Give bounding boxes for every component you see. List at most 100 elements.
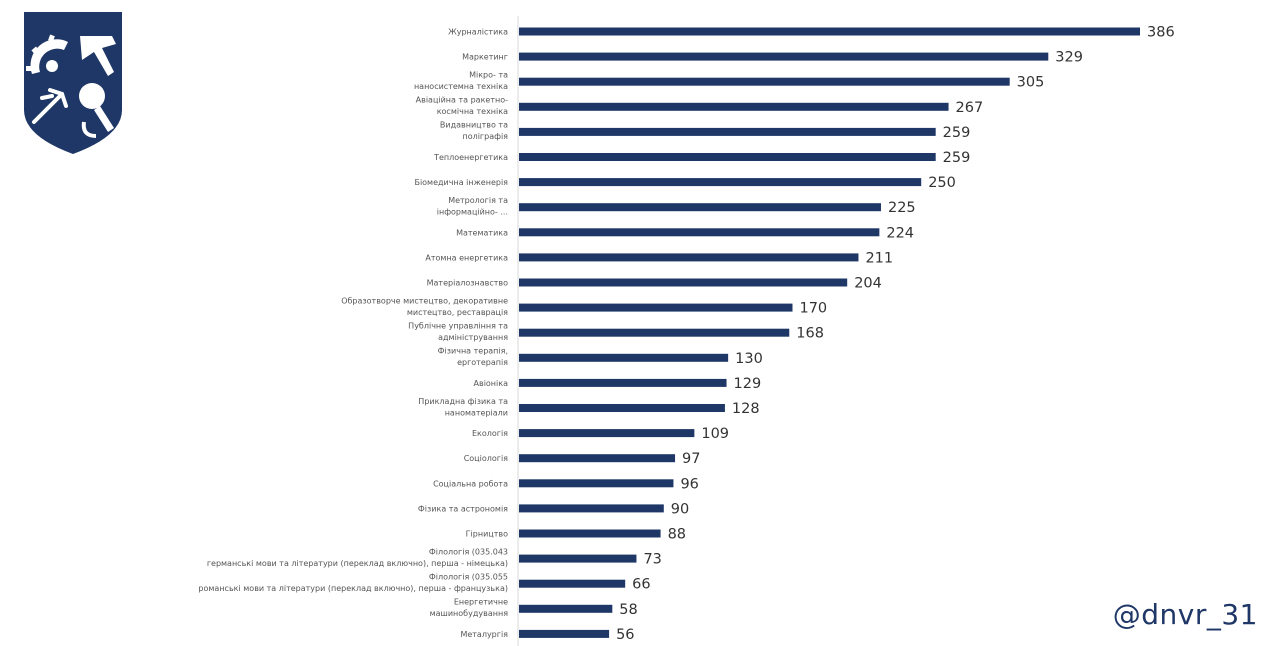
bar-16 <box>519 429 695 438</box>
category-label-4: Видавництво та поліграфія <box>440 121 508 141</box>
bar-3 <box>519 102 949 111</box>
bar-0 <box>519 27 1140 36</box>
data-label-1: 329 <box>1055 50 1083 66</box>
bar-15 <box>519 404 725 412</box>
bar-12 <box>519 328 790 337</box>
axe-icon <box>80 36 116 76</box>
category-label-line: Атомна енергетика <box>425 253 508 262</box>
bar-7 <box>519 203 881 212</box>
category-label-24: Металургія <box>460 630 508 639</box>
data-label-24: 56 <box>616 627 634 643</box>
category-label-line: Образотворче мистецтво, декоративне <box>341 296 508 305</box>
category-label-line: поліграфія <box>462 132 508 141</box>
category-label-line: наноматеріали <box>445 408 508 417</box>
category-label-line: Філологія (035.043 <box>429 547 508 556</box>
data-label-14: 129 <box>734 376 762 392</box>
category-label-3: Авіаційна та ракетно-космічна техніка <box>416 96 508 117</box>
category-label-line: Математика <box>456 228 508 237</box>
category-label-line: Авіаційна та ракетно- <box>416 96 508 105</box>
category-label-line: Видавництво та <box>440 121 508 130</box>
category-label-line: Філологія (035.055 <box>429 572 508 581</box>
data-label-21: 73 <box>643 552 661 568</box>
bar-14 <box>519 378 727 387</box>
bar-18 <box>519 479 674 488</box>
category-label-line: германські мови та літератури (переклад … <box>207 559 508 568</box>
bar-17 <box>519 454 676 463</box>
category-label-line: Публічне управління та <box>408 321 508 330</box>
bar-8 <box>519 228 880 237</box>
category-label-line: Маркетинг <box>462 53 508 62</box>
bar-20 <box>519 529 661 538</box>
category-label-line: ерготерапія <box>457 358 508 367</box>
category-label-18: Соціальна робота <box>433 479 508 488</box>
category-label-line: Прикладна фізика та <box>418 397 508 406</box>
category-label-13: Фізична терапія, ерготерапія <box>438 347 509 368</box>
category-label-1: Маркетинг <box>462 53 508 62</box>
category-label-20: Гірництво <box>466 530 508 539</box>
bar-21 <box>519 554 637 563</box>
data-label-16: 109 <box>701 426 729 442</box>
category-label-0: Журналістика <box>448 28 508 37</box>
category-label-line: Соціальна робота <box>433 479 508 488</box>
data-label-13: 130 <box>735 351 763 367</box>
bar-19 <box>519 504 664 513</box>
bar-1 <box>519 52 1049 61</box>
category-label-line: Гірництво <box>466 530 508 539</box>
category-label-6: Біомедична інженерія <box>414 178 508 187</box>
watermark-handle: @dnvr_31 <box>1112 598 1258 631</box>
category-label-23: Енергетичне машинобудування <box>430 598 509 619</box>
bar-23 <box>519 604 613 613</box>
gear-icon <box>26 34 69 74</box>
category-label-line: Фізична терапія, <box>438 347 508 356</box>
data-label-23: 58 <box>619 602 637 618</box>
data-label-9: 211 <box>865 250 893 266</box>
data-label-5: 259 <box>943 150 971 166</box>
category-label-line: Теплоенергетика <box>433 153 508 162</box>
bar-11 <box>519 303 793 312</box>
data-label-20: 88 <box>668 527 686 543</box>
category-label-22: Філологія (035.055 романські мови та літе… <box>198 572 508 593</box>
category-label-line: Екологія <box>472 429 508 438</box>
data-label-4: 259 <box>943 125 971 141</box>
bar-5 <box>519 153 936 161</box>
category-label-15: Прикладна фізика та наноматеріали <box>418 397 508 418</box>
category-label-5: Теплоенергетика <box>433 153 508 162</box>
category-label-line: Фізика та астрономія <box>418 504 508 513</box>
data-label-18: 96 <box>680 476 698 492</box>
bar-24 <box>519 629 610 638</box>
category-label-7: Метрологія та інформаційно- ... <box>437 196 508 217</box>
category-label-19: Фізика та астрономія <box>418 504 508 513</box>
bar-9 <box>519 253 859 262</box>
category-label-line: машинобудування <box>430 609 509 618</box>
category-label-14: Авіоніка <box>474 379 509 388</box>
category-label-line: Біомедична інженерія <box>414 178 508 187</box>
data-label-15: 128 <box>732 401 760 417</box>
bar-4 <box>519 127 936 136</box>
category-label-17: Соціологія <box>464 454 508 463</box>
category-label-9: Атомна енергетика <box>425 253 508 262</box>
category-label-line: романські мови та літератури (переклад в… <box>198 584 508 593</box>
data-label-19: 90 <box>671 501 689 517</box>
bar-10 <box>519 278 848 287</box>
category-label-10: Матеріалознавство <box>427 279 508 288</box>
bar-6 <box>519 178 922 187</box>
data-label-10: 204 <box>854 276 882 292</box>
category-label-line: Металургія <box>460 630 508 639</box>
data-label-17: 97 <box>682 451 700 467</box>
category-label-line: Авіоніка <box>474 379 509 388</box>
category-label-line: Енергетичне <box>454 598 508 607</box>
data-label-7: 225 <box>888 200 916 216</box>
data-label-22: 66 <box>632 577 650 593</box>
category-label-line: Соціологія <box>464 454 508 463</box>
category-label-line: адміністрування <box>438 333 508 342</box>
data-label-0: 386 <box>1147 25 1175 41</box>
category-label-line: космічна техніка <box>437 107 508 116</box>
category-label-11: Образотворче мистецтво, декоративне мисте… <box>341 296 508 317</box>
hammer-icon <box>79 83 114 138</box>
category-label-line: інформаційно- ... <box>437 207 508 216</box>
category-label-16: Екологія <box>472 429 508 438</box>
data-label-12: 168 <box>796 326 824 342</box>
category-label-21: Філологія (035.043 германські мови та літ… <box>207 547 508 568</box>
category-label-line: Метрологія та <box>448 196 508 205</box>
